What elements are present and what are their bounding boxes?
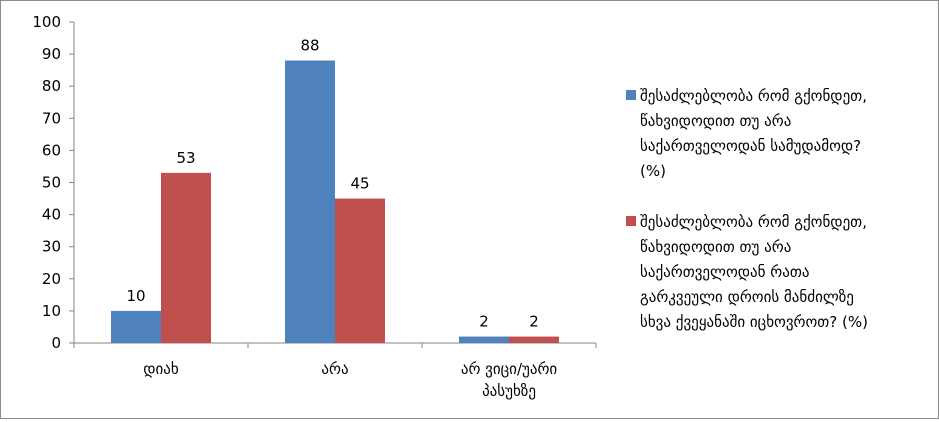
bar-series-1-cat-3	[459, 336, 509, 343]
legend-label-series-1: (%)	[640, 162, 666, 180]
y-tick-label: 20	[42, 270, 61, 288]
bar-series-2-cat-3	[509, 336, 559, 343]
bar-series-2-cat-2	[335, 198, 385, 343]
y-tick-label: 30	[42, 238, 61, 256]
data-label-series-1-cat-1: 10	[126, 287, 145, 305]
y-tick-label: 0	[51, 334, 61, 352]
legend-swatch-series-2	[626, 216, 636, 226]
legend-label-series-1: შესაძლებლობა რომ გქონდეთ,	[640, 87, 867, 105]
legend-label-series-1: საქართველოდან სამუდამოდ?	[640, 137, 861, 155]
bar-series-2-cat-1	[161, 172, 211, 343]
data-label-series-2-cat-1: 53	[176, 149, 195, 167]
legend-label-series-2: გარკვეული დროის მანძილზე	[640, 288, 854, 306]
legend-label-series-2: შესაძლებლობა რომ გქონდეთ,	[640, 213, 867, 231]
legend-label-series-2: საქართველოდან რათა	[640, 263, 809, 281]
axes: 0 10 20 30 40 50 60 70 80 90 100	[32, 13, 597, 352]
data-label-series-2-cat-2: 45	[350, 175, 369, 193]
category-label: არა	[321, 360, 348, 378]
y-tick-label: 90	[42, 45, 61, 63]
legend-label-series-2: წახვიდოდით თუ არა	[640, 238, 791, 256]
legend: შესაძლებლობა რომ გქონდეთ, წახვიდოდით თუ ა…	[626, 87, 868, 331]
labels: 10 53 დიახ 88 45 არა 2 2 არ ვიცი/უარი პასუხზე	[126, 37, 557, 400]
data-label-series-1-cat-3: 2	[479, 313, 489, 331]
y-tick-label: 60	[42, 141, 61, 159]
y-tick-label: 40	[42, 206, 61, 224]
legend-label-series-1: წახვიდოდით თუ არა	[640, 112, 791, 130]
data-label-series-1-cat-2: 88	[300, 37, 319, 55]
data-label-series-2-cat-3: 2	[529, 313, 539, 331]
category-label: დიახ	[143, 360, 179, 378]
bar-series-1-cat-1	[111, 310, 161, 343]
category-label: არ ვიცი/უარი	[461, 360, 558, 378]
legend-swatch-series-1	[626, 90, 636, 100]
bar-series-1-cat-2	[285, 60, 335, 344]
category-label: პასუხზე	[482, 382, 536, 400]
y-tick-label: 70	[42, 109, 61, 127]
y-tick-label: 100	[32, 13, 61, 31]
bars	[111, 60, 559, 344]
y-tick-label: 80	[42, 77, 61, 95]
y-tick-label: 10	[42, 302, 61, 320]
y-tick-label: 50	[42, 174, 61, 192]
legend-label-series-2: სხვა ქვეყანაში იცხოვროთ? (%)	[640, 313, 868, 331]
